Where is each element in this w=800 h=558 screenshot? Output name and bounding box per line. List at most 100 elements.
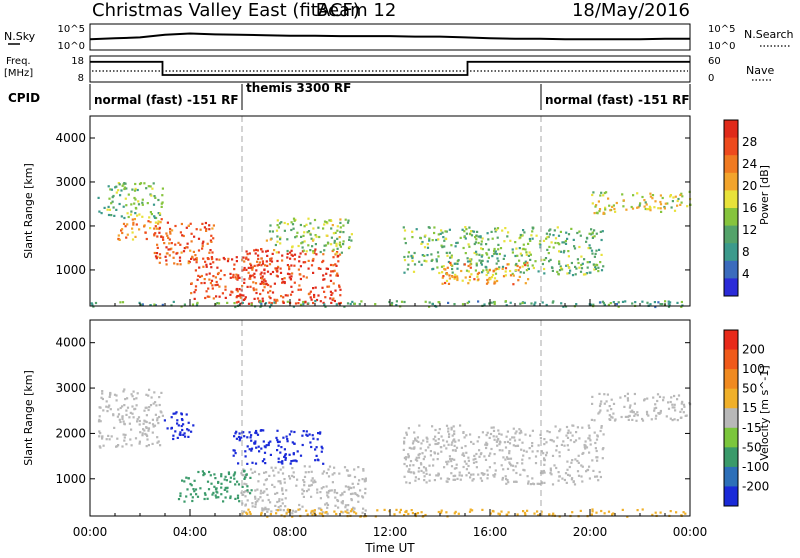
velocity-cell (192, 424, 195, 427)
power-cell (348, 236, 351, 239)
power-cell (205, 290, 208, 293)
velocity-cell (576, 459, 579, 463)
power-cell (154, 304, 157, 307)
power-cell (259, 292, 262, 296)
power-cell (260, 264, 263, 267)
power-cell (239, 293, 242, 296)
velocity-cell (250, 449, 253, 452)
power-cell (123, 187, 126, 191)
velocity-cell (651, 513, 654, 516)
power-cell (550, 241, 553, 244)
velocity-cell (281, 498, 284, 501)
velocity-cell (512, 427, 515, 430)
velocity-cell (146, 438, 149, 441)
cpid-label: CPID (8, 91, 40, 105)
velocity-cell (518, 438, 521, 441)
power-cell (243, 260, 246, 263)
velocity-cell (395, 508, 398, 511)
power-cell (312, 301, 315, 305)
nsky-series-line (89, 32, 690, 41)
power-cell (351, 300, 354, 303)
velocity-cell (106, 410, 109, 413)
power-cell (297, 302, 300, 305)
power-cell (230, 290, 233, 293)
velocity-ytick-label: 3000 (55, 381, 86, 395)
velocity-cell (404, 458, 407, 461)
power-cell (329, 274, 332, 277)
velocity-cell (445, 424, 449, 427)
power-cell (446, 266, 449, 269)
velocity-cell (115, 445, 118, 448)
noise-right-label: N.Search (744, 28, 794, 41)
velocity-cell (602, 447, 605, 450)
power-cell (594, 267, 598, 270)
power-cell (158, 226, 161, 229)
power-cell (578, 245, 581, 249)
power-cell (189, 249, 192, 252)
velocity-cell (611, 416, 614, 419)
velocity-cell (325, 485, 328, 488)
power-cell (461, 279, 464, 282)
velocity-cell (566, 468, 569, 471)
date-label: 18/May/2016 (572, 0, 690, 21)
power-cell (664, 300, 667, 303)
power-cell (679, 203, 682, 206)
velocity-cell (344, 510, 347, 513)
velocity-cell (258, 473, 261, 476)
power-cell (148, 216, 151, 219)
velocity-cell (592, 469, 595, 472)
velocity-cell (671, 403, 674, 406)
velocity-cell (626, 399, 630, 402)
velocity-cell (354, 492, 357, 495)
noise-panel-frame (89, 23, 691, 51)
velocity-cell (101, 392, 104, 395)
power-cell (216, 283, 219, 286)
velocity-cell (163, 419, 166, 422)
power-cell (518, 259, 521, 262)
velocity-cell (610, 408, 613, 411)
power-cell (493, 249, 496, 252)
power-cell (297, 288, 300, 291)
velocity-cell (269, 501, 272, 504)
power-cell (179, 243, 182, 246)
power-cell (485, 243, 488, 246)
power-cell (479, 236, 482, 239)
velocity-cell (682, 411, 685, 414)
velocity-cell (472, 473, 475, 476)
power-cell (325, 272, 328, 275)
velocity-cell (147, 408, 150, 412)
power-cell (450, 256, 453, 259)
power-colorbar-tick: 8 (742, 245, 750, 259)
velocity-cell (238, 432, 241, 435)
velocity-cell (520, 431, 523, 434)
power-cell (446, 273, 449, 276)
velocity-cell (519, 429, 522, 432)
velocity-cell (506, 440, 509, 443)
power-cell (475, 250, 478, 253)
power-cell (253, 297, 256, 300)
power-cell (486, 278, 489, 282)
power-cell (265, 283, 268, 286)
velocity-cell (317, 507, 320, 510)
velocity-cell (325, 511, 328, 514)
velocity-cell (680, 416, 683, 419)
power-cell (445, 237, 448, 241)
velocity-cell (223, 488, 226, 491)
power-cell (533, 303, 536, 306)
velocity-cell (654, 403, 657, 406)
velocity-cell (151, 423, 155, 426)
power-cell (108, 208, 111, 211)
velocity-cell (132, 416, 135, 419)
velocity-cell (130, 428, 133, 431)
power-cell (599, 194, 602, 197)
power-cell (242, 298, 245, 301)
velocity-cell (485, 446, 488, 450)
power-cell (323, 223, 326, 226)
velocity-cell (607, 510, 611, 513)
velocity-cell (333, 489, 336, 492)
power-cell (232, 276, 235, 279)
velocity-cell (156, 436, 159, 439)
power-cell (441, 282, 444, 285)
power-cell (539, 243, 542, 246)
